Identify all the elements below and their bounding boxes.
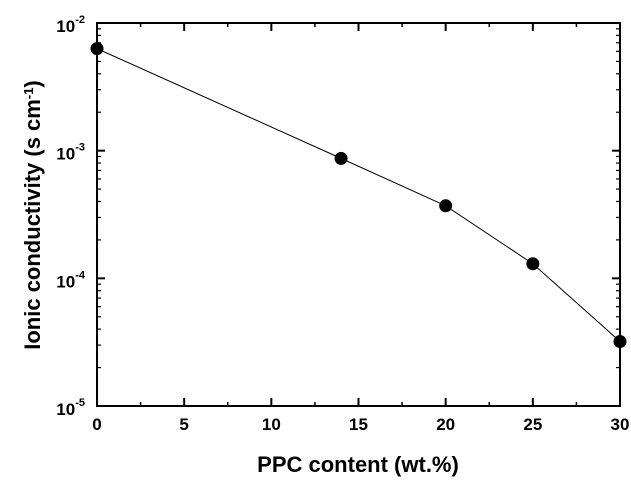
y-axis-title-suffix: ) <box>20 80 45 87</box>
y-tick-base: 10 <box>56 400 75 419</box>
y-tick-label: 10-5 <box>56 397 85 419</box>
y-tick-label: 10-2 <box>56 14 85 36</box>
y-axis-title: Ionic conductivity (s cm-1) <box>20 80 45 350</box>
y-tick-exponent: -5 <box>75 397 85 409</box>
x-tick-label: 0 <box>92 415 101 434</box>
plot-frame <box>96 22 621 407</box>
minor-ticks <box>97 23 620 406</box>
x-tick-label: 10 <box>262 415 281 434</box>
y-tick-exponent: -3 <box>75 142 85 154</box>
y-tick-base: 10 <box>56 17 75 36</box>
data-point <box>90 42 104 56</box>
y-axis-title-prefix: Ionic conductivity (s cm <box>20 99 45 350</box>
major-ticks <box>96 22 621 407</box>
x-tick-label: 30 <box>611 415 630 434</box>
y-tick-exponent: -2 <box>75 14 85 26</box>
x-tick-labels: 0 5 10 15 20 25 30 <box>92 415 629 434</box>
x-tick-label: 15 <box>349 415 368 434</box>
data-point <box>613 335 627 349</box>
x-tick-label: 20 <box>436 415 455 434</box>
data-point <box>526 257 540 271</box>
y-tick-exponent: -4 <box>75 269 86 281</box>
x-axis-title: PPC content (wt.%) <box>257 452 459 477</box>
y-tick-labels: 10-510-410-310-2 <box>56 14 86 419</box>
y-tick-label: 10-4 <box>56 269 86 291</box>
y-tick-base: 10 <box>56 145 75 164</box>
x-tick-label: 5 <box>179 415 188 434</box>
data-points <box>90 42 627 349</box>
series-line <box>96 48 621 342</box>
data-point <box>334 151 348 165</box>
y-tick-label: 10-3 <box>56 142 85 164</box>
data-point <box>439 199 453 213</box>
y-tick-base: 10 <box>56 272 75 291</box>
y-axis-title-superscript: -1 <box>21 88 36 100</box>
x-tick-label: 25 <box>523 415 542 434</box>
